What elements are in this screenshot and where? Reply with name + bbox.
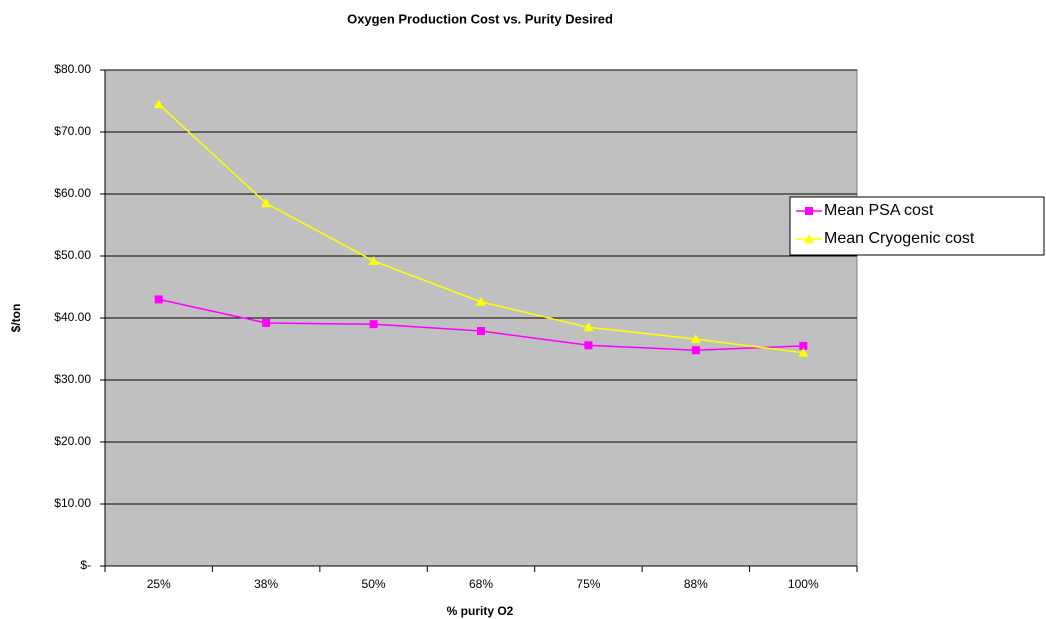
x-tick-label: 88% (684, 577, 708, 591)
chart-title: Oxygen Production Cost vs. Purity Desire… (347, 11, 613, 26)
marker (368, 255, 379, 265)
marker (690, 334, 701, 344)
x-tick-label: 50% (362, 577, 386, 591)
legend-marker (805, 207, 813, 215)
y-tick-label: $80.00 (54, 62, 91, 76)
y-tick-label: $70.00 (54, 124, 91, 138)
y-tick-label: $60.00 (54, 186, 91, 200)
marker (262, 318, 271, 327)
x-tick-label: 25% (147, 577, 171, 591)
x-axis-title: % purity O2 (447, 604, 514, 618)
marker (154, 295, 163, 304)
marker (369, 320, 378, 329)
y-tick-label: $50.00 (54, 248, 91, 262)
marker (476, 296, 486, 306)
marker (691, 346, 700, 355)
y-tick-label: $10.00 (54, 496, 91, 510)
marker (261, 198, 272, 208)
marker (798, 347, 809, 357)
legend-box (789, 196, 1045, 256)
x-tick-label: 75% (576, 577, 600, 591)
x-tick-label: 38% (254, 577, 278, 591)
x-tick-label: 68% (469, 577, 493, 591)
marker (153, 99, 164, 109)
marker (477, 327, 485, 336)
marker (584, 341, 593, 350)
y-axis-title: $/ton (9, 304, 23, 333)
y-tick-label: $30.00 (54, 372, 91, 386)
marker (799, 341, 808, 350)
y-tick-label: $40.00 (54, 310, 91, 324)
legend-label: Mean PSA cost (824, 202, 934, 219)
x-tick-label: 100% (788, 577, 819, 591)
y-tick-label: $20.00 (54, 434, 91, 448)
legend-marker (804, 234, 814, 243)
legend-label: Mean Cryogenic cost (824, 230, 975, 247)
marker (583, 322, 594, 332)
y-tick-label: $- (80, 558, 91, 572)
